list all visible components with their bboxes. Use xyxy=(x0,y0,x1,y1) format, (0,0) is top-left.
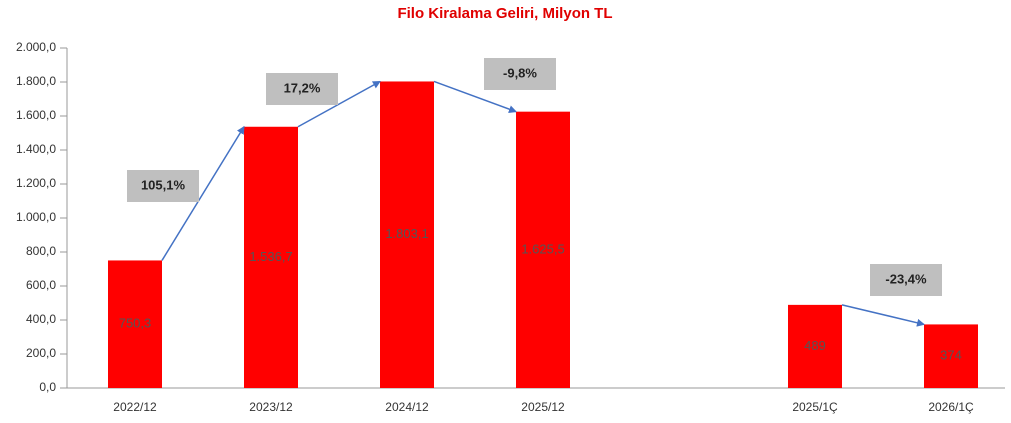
chart-title: Filo Kiralama Geliri, Milyon TL xyxy=(397,5,612,22)
x-tick-label: 2022/12 xyxy=(113,400,157,414)
value-label: 1.536,7 xyxy=(249,249,292,264)
y-tick-label: 600,0 xyxy=(26,278,56,292)
annotation-box xyxy=(870,264,942,296)
value-label: 489 xyxy=(804,338,826,353)
y-tick-label: 1.800,0 xyxy=(16,74,56,88)
y-tick-label: 0,0 xyxy=(39,380,56,394)
y-tick-label: 1.400,0 xyxy=(16,142,56,156)
annotation-box xyxy=(127,170,199,202)
annotation-box xyxy=(484,58,556,90)
y-tick-label: 1.200,0 xyxy=(16,176,56,190)
value-label: 1.625,5 xyxy=(521,241,564,256)
bar xyxy=(108,260,162,388)
y-tick-label: 800,0 xyxy=(26,244,56,258)
y-tick-label: 200,0 xyxy=(26,346,56,360)
y-tick-label: 2.000,0 xyxy=(16,40,56,54)
bar xyxy=(380,81,434,389)
growth-arrow xyxy=(161,125,245,261)
growth-arrow xyxy=(297,80,381,128)
value-label: 750,3 xyxy=(119,316,152,331)
growth-arrow xyxy=(841,304,925,327)
bar xyxy=(244,126,298,389)
x-tick-label: 2024/12 xyxy=(385,400,429,414)
value-label: 374 xyxy=(940,348,962,363)
annotation: 105,1% xyxy=(141,177,186,192)
annotation-box xyxy=(266,73,338,105)
x-tick-label: 2023/12 xyxy=(249,400,293,414)
annotation: -9,8% xyxy=(503,65,537,80)
y-tick-label: 400,0 xyxy=(26,312,56,326)
growth-arrow xyxy=(433,80,517,114)
bar xyxy=(516,111,570,388)
y-tick-label: 1.000,0 xyxy=(16,210,56,224)
y-tick-label: 1.600,0 xyxy=(16,108,56,122)
value-label: 1.803,1 xyxy=(385,226,428,241)
x-tick-label: 2025/12 xyxy=(521,400,565,414)
annotation: 17,2% xyxy=(284,80,321,95)
annotation: -23,4% xyxy=(885,271,927,286)
x-tick-label: 2026/1Ç xyxy=(928,400,974,414)
bar xyxy=(924,324,978,388)
x-tick-label: 2025/1Ç xyxy=(792,400,838,414)
bar xyxy=(788,304,842,388)
